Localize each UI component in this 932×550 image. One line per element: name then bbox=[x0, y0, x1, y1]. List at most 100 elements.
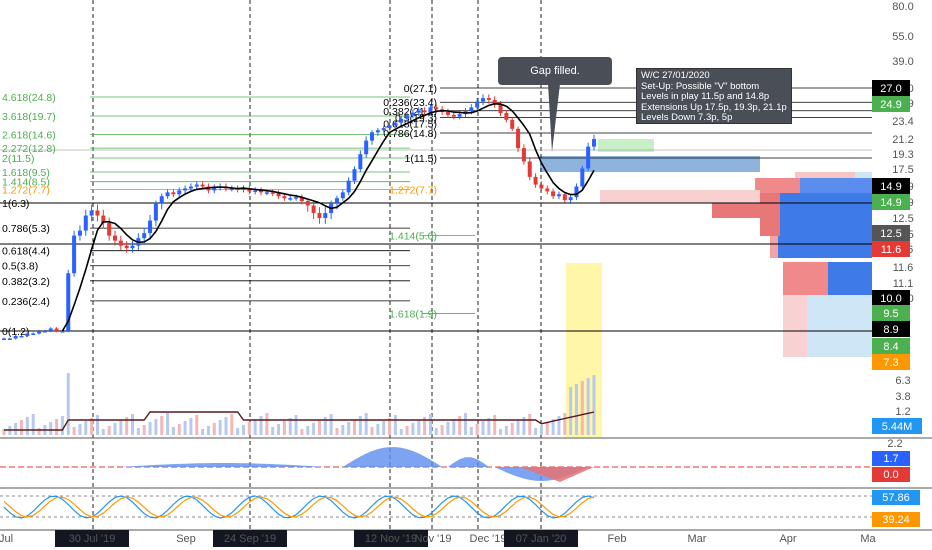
candle-body bbox=[171, 192, 176, 195]
stop-zone-box bbox=[600, 190, 760, 203]
volume-bar bbox=[522, 417, 526, 435]
volume-bar bbox=[504, 426, 508, 435]
volume-bar bbox=[60, 416, 64, 435]
candle-body bbox=[165, 192, 170, 197]
candle-body bbox=[288, 198, 293, 200]
volume-bar bbox=[201, 429, 205, 435]
candle-body bbox=[212, 187, 217, 191]
fib-left-label: 1.618(9.5) bbox=[2, 167, 50, 179]
price-tag-label: 8.9 bbox=[883, 324, 898, 336]
fib-left-label: 3.618(19.7) bbox=[2, 111, 56, 123]
volume-bar bbox=[136, 428, 140, 435]
volume-bar bbox=[405, 426, 409, 435]
price-tag-label: 5.44M bbox=[882, 421, 913, 433]
candle-body bbox=[580, 168, 585, 187]
volume-profile-sell-bar bbox=[760, 218, 780, 236]
candle-body bbox=[358, 154, 363, 170]
callout-pointer bbox=[548, 84, 560, 152]
volume-profile-buy-bar bbox=[778, 236, 872, 258]
volume-bar bbox=[592, 375, 596, 435]
price-axis-label: 12.5 bbox=[892, 213, 913, 225]
volume-bar bbox=[37, 428, 41, 435]
candle-body bbox=[416, 110, 421, 113]
candle-body bbox=[153, 203, 158, 221]
volume-profile-buy-bar bbox=[780, 193, 872, 203]
fib-left-label: 4.618(24.8) bbox=[2, 92, 56, 104]
candle-body bbox=[481, 98, 486, 102]
volume-bar bbox=[358, 416, 362, 435]
candle-body bbox=[574, 186, 579, 198]
volume-bar bbox=[230, 414, 234, 435]
volume-bar bbox=[534, 428, 538, 435]
indicator1-tag-label: 0.0 bbox=[883, 469, 898, 481]
candle-body bbox=[510, 119, 515, 129]
volume-bar bbox=[107, 426, 111, 435]
indicator1-axis-label: 2.2 bbox=[887, 438, 902, 450]
indicator2-line-fast bbox=[3, 495, 595, 519]
candle-body bbox=[486, 98, 491, 100]
candle-body bbox=[200, 184, 205, 187]
volume-bar bbox=[317, 420, 321, 435]
volume-bar bbox=[282, 421, 286, 435]
volume-bar bbox=[580, 381, 584, 435]
fib-left-label: 0.5(3.8) bbox=[2, 261, 38, 273]
volume-bar bbox=[557, 416, 561, 435]
indicator2-tag bbox=[872, 512, 920, 527]
volume-bar bbox=[446, 422, 450, 435]
volume-bar bbox=[481, 421, 485, 435]
candle-body bbox=[19, 336, 24, 338]
candle-body bbox=[451, 114, 456, 117]
indicator2-line-slow bbox=[3, 496, 595, 518]
volume-bar bbox=[499, 429, 503, 435]
volume-bar bbox=[195, 415, 199, 435]
volume-bar bbox=[212, 423, 216, 435]
candle-body bbox=[42, 331, 47, 333]
candle-body bbox=[387, 125, 392, 129]
volume-profile-buy-bar bbox=[828, 262, 872, 295]
candle-body bbox=[253, 190, 258, 192]
volume-bar bbox=[206, 426, 210, 435]
candle-body bbox=[118, 240, 123, 246]
candle-body bbox=[592, 139, 596, 147]
volume-bar bbox=[347, 422, 351, 435]
volume-bar bbox=[306, 426, 310, 435]
x-axis-label: 07 Jan '20 bbox=[516, 533, 566, 545]
candle-body bbox=[177, 190, 182, 195]
candle-body bbox=[551, 191, 556, 197]
volume-profile-sell-bar bbox=[783, 262, 828, 295]
volume-bar bbox=[516, 420, 520, 435]
candle-body bbox=[264, 192, 269, 194]
volume-bar bbox=[90, 418, 94, 435]
price-tag bbox=[872, 241, 910, 257]
volume-bar bbox=[458, 416, 462, 435]
candle-body bbox=[323, 213, 328, 219]
candle-body bbox=[25, 333, 30, 336]
volume-bar bbox=[510, 423, 514, 435]
candle-body bbox=[340, 192, 345, 199]
candle-body bbox=[72, 235, 77, 274]
volume-bar bbox=[300, 429, 304, 435]
indicator1-tag-label: 1.7 bbox=[883, 453, 898, 465]
candle-body bbox=[410, 112, 415, 116]
price-tag-label: 10.0 bbox=[880, 293, 901, 305]
indicator2-tag-label: 57.86 bbox=[882, 492, 910, 504]
volume-bar bbox=[382, 421, 386, 435]
x-axis-label: 24 Sep '19 bbox=[224, 533, 276, 545]
volume-bar bbox=[493, 415, 497, 435]
volume-bar bbox=[586, 378, 590, 435]
candle-body bbox=[37, 331, 42, 334]
candle-body bbox=[539, 184, 544, 189]
volume-profile-buy-bar bbox=[800, 178, 872, 193]
volume-bar bbox=[388, 418, 392, 435]
candle-body bbox=[188, 186, 193, 189]
price-tag bbox=[872, 354, 910, 370]
volume-bar bbox=[277, 424, 281, 435]
candle-body bbox=[346, 180, 351, 193]
volume-bar bbox=[487, 418, 491, 435]
price-tag bbox=[872, 418, 922, 434]
volume-bar bbox=[49, 422, 53, 435]
candle-body bbox=[527, 161, 532, 177]
fib-left-label: 2.272(12.8) bbox=[2, 143, 56, 155]
volume-bar bbox=[475, 424, 479, 435]
setup-note: W/C 27/01/2020 Set-Up: Possible "V" bott… bbox=[636, 68, 792, 124]
